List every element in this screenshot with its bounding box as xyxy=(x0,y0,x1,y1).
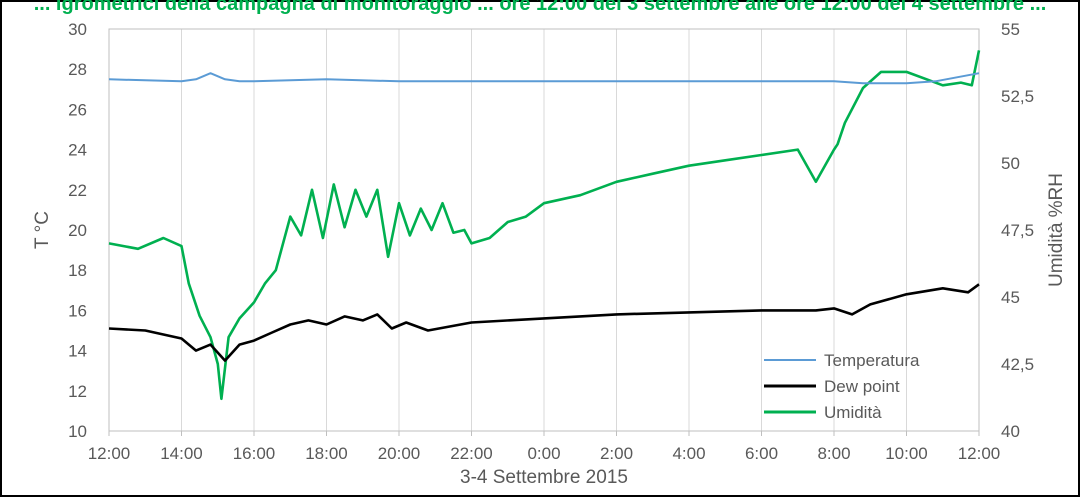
legend-label: Temperatura xyxy=(824,351,920,370)
y-right-tick-label: 42,5 xyxy=(1001,355,1034,374)
x-tick-label: 16:00 xyxy=(233,444,276,463)
x-tick-label: 14:00 xyxy=(160,444,203,463)
x-tick-label: 8:00 xyxy=(817,444,850,463)
x-tick-label: 12:00 xyxy=(958,444,1001,463)
y-right-tick-label: 52,5 xyxy=(1001,87,1034,106)
figure-caption: ... igrometrici della campagna di monito… xyxy=(33,0,1047,15)
y-right-tick-label: 45 xyxy=(1001,288,1020,307)
x-tick-label: 4:00 xyxy=(672,444,705,463)
x-tick-label: 6:00 xyxy=(745,444,778,463)
x-axis-ticks: 12:00 14:00 16:00 18:00 20:00 22:00 0:00 2:00 4:… xyxy=(88,431,1001,463)
y-left-tick-label: 10 xyxy=(68,422,87,441)
x-tick-label: 22:00 xyxy=(450,444,493,463)
x-tick-label: 12:00 xyxy=(88,444,131,463)
y-left-tick-label: 26 xyxy=(68,100,87,119)
series-line-2 xyxy=(108,50,981,401)
series-line-1 xyxy=(108,283,980,362)
legend-label: Umidità xyxy=(824,403,882,422)
y-right-axis-ticks: 40 42,5 45 47,5 50 52,5 55 xyxy=(1001,20,1034,441)
vertical-grid xyxy=(108,29,980,431)
y-left-tick-label: 28 xyxy=(68,60,87,79)
x-tick-label: 2:00 xyxy=(600,444,633,463)
series-layer xyxy=(108,50,981,401)
x-tick-label: 0:00 xyxy=(527,444,560,463)
y-left-tick-label: 20 xyxy=(68,221,87,240)
y-right-tick-label: 47,5 xyxy=(1001,221,1034,240)
y-left-tick-label: 14 xyxy=(68,342,87,361)
y-right-tick-label: 40 xyxy=(1001,422,1020,441)
y-left-tick-label: 18 xyxy=(68,261,87,280)
y-right-tick-label: 50 xyxy=(1001,154,1020,173)
legend-label: Dew point xyxy=(824,377,900,396)
x-tick-label: 10:00 xyxy=(885,444,928,463)
y-left-tick-label: 30 xyxy=(68,20,87,39)
y-right-tick-label: 55 xyxy=(1001,20,1020,39)
series-line-0 xyxy=(108,72,980,85)
y-left-tick-label: 12 xyxy=(68,382,87,401)
y-right-axis-title: Umidità %RH xyxy=(1046,173,1067,287)
y-left-axis-ticks: 10 12 14 16 18 20 22 24 26 28 30 xyxy=(68,20,87,441)
y-left-tick-label: 24 xyxy=(68,141,87,160)
legend: Temperatura Dew point Umidità xyxy=(764,351,920,422)
y-left-axis-title: T °C xyxy=(32,211,53,249)
y-left-tick-label: 22 xyxy=(68,181,87,200)
x-tick-label: 18:00 xyxy=(305,444,348,463)
x-tick-label: 20:00 xyxy=(378,444,421,463)
y-left-tick-label: 16 xyxy=(68,301,87,320)
x-axis-title: 3-4 Settembre 2015 xyxy=(460,467,628,488)
